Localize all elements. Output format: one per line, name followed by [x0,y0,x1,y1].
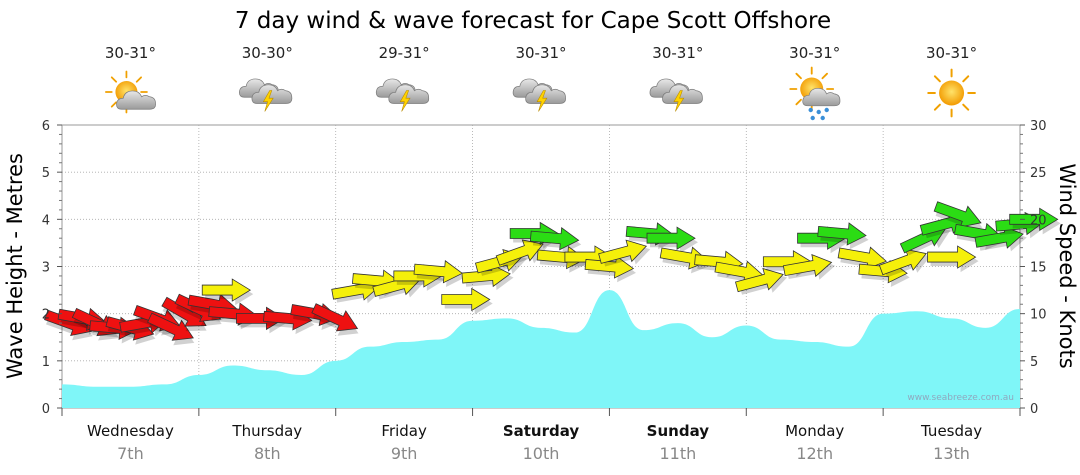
thunderstorm-icon [375,78,430,112]
temperature-label: 29-31° [379,44,430,62]
right-axis: 0 5 10 15 20 25 30 [1020,119,1047,417]
wind-arrow [495,239,548,268]
wave-height-area [62,290,1020,408]
left-tick-label: 3 [42,261,50,276]
thunderstorm-icon [512,78,566,112]
right-tick-label: 10 [1030,308,1047,323]
day-date-label: 12th [796,444,833,463]
day-name-label: Thursday [231,422,302,440]
left-tick-label: 5 [42,166,50,181]
right-tick-label: 0 [1030,402,1038,417]
day-date-label: 13th [933,444,970,463]
right-axis-title: Wind Speed - Knots [1055,163,1079,368]
wind-arrows [44,201,1061,346]
day-name-label: Sunday [647,422,710,440]
sun-shower-icon [789,66,841,121]
wind-arrow [1009,207,1061,235]
left-axis: 0 1 2 3 4 5 6 [42,119,62,417]
wind-arrow [782,253,836,280]
day-name-label: Tuesday [920,422,982,440]
wind-arrow [441,287,493,315]
wind-arrow [974,225,1027,252]
day-name-label: Saturday [503,422,580,440]
right-tick-label: 25 [1030,166,1047,181]
left-axis-title: Wave Height - Metres [3,153,27,379]
sunny-icon [927,68,976,118]
day-headers: 30-31° 30-30° 29-31° 30-31° 30-31° 30-31° 30-3… [105,44,977,121]
day-date-label: 8th [254,444,281,463]
temperature-label: 30-31° [789,44,840,62]
left-tick-label: 1 [42,355,50,370]
left-tick-label: 6 [42,119,50,134]
temperature-label: 30-31° [652,44,703,62]
temperature-label: 30-31° [926,44,977,62]
right-tick-label: 30 [1030,119,1047,134]
wind-arrow [878,248,931,278]
day-labels: Wednesday 7th Thursday 8th Friday 9th Saturday… [61,408,1021,463]
day-name-label: Wednesday [87,422,174,440]
day-date-label: 7th [117,444,144,463]
temperature-label: 30-31° [105,44,156,62]
plot-area: www.seabreeze.com.au [44,124,1061,409]
wind-arrow [413,260,465,287]
temperature-label: 30-30° [242,44,293,62]
wind-arrow [735,267,788,295]
day-name-label: Friday [381,422,427,440]
day-date-label: 11th [659,444,696,463]
wind-arrow [584,255,636,283]
day-date-label: 9th [391,444,418,463]
right-tick-label: 5 [1030,355,1038,370]
partly-cloudy-icon [105,70,156,114]
wind-arrow [933,201,983,232]
wind-arrow [201,278,254,306]
wind-arrow [817,222,869,250]
thunderstorm-icon [649,78,703,112]
wind-arrow [147,312,195,346]
day-name-label: Monday [785,422,844,440]
wind-arrow [646,226,699,254]
left-tick-label: 4 [42,213,50,228]
day-date-label: 10th [523,444,560,463]
right-tick-label: 15 [1030,261,1047,276]
right-tick-label: 20 [1030,213,1047,228]
temperature-label: 30-31° [515,44,566,62]
left-tick-label: 0 [42,402,50,417]
left-tick-label: 2 [42,308,50,323]
wind-arrow [311,303,359,336]
chart-title: 7 day wind & wave forecast for Cape Scot… [235,8,831,34]
wind-arrow [927,245,979,273]
thunderstorm-icon [239,78,293,112]
wind-arrow [598,239,651,267]
credit-text: www.seabreeze.com.au [907,393,1014,403]
